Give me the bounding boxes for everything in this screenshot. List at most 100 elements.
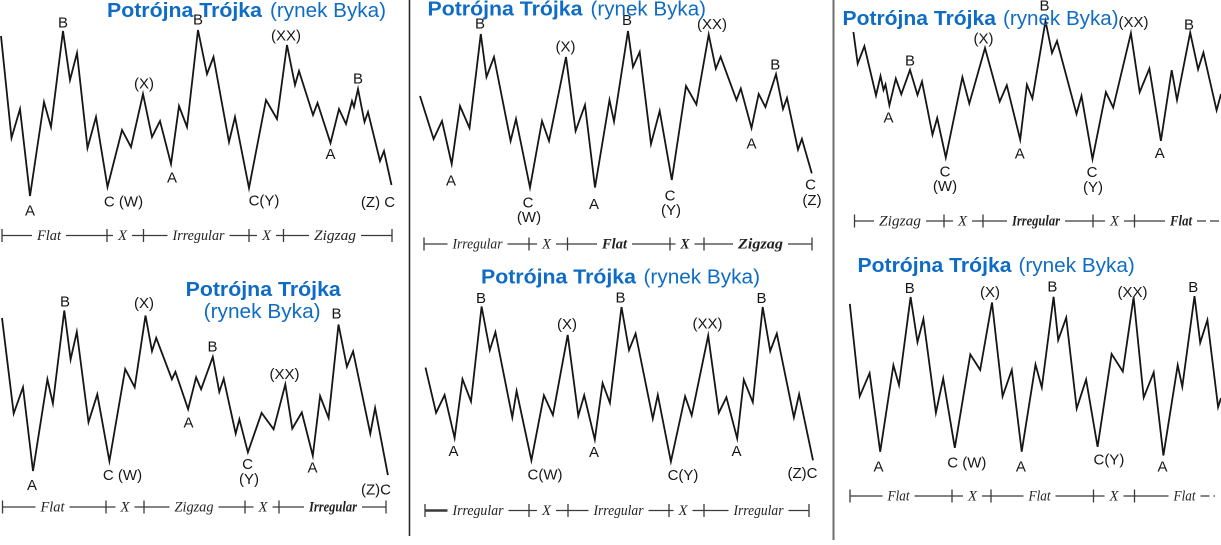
svg-text:C(Y): C(Y) — [1093, 451, 1124, 468]
svg-text:A: A — [883, 109, 893, 126]
svg-text:Potrójna Trójka: Potrójna Trójka — [843, 8, 997, 30]
svg-text:(XX): (XX) — [697, 16, 727, 33]
svg-text:X: X — [1109, 214, 1120, 230]
svg-text:(rynek Byka): (rynek Byka) — [591, 0, 707, 21]
svg-text:B: B — [615, 289, 625, 306]
svg-text:B: B — [193, 11, 203, 28]
svg-text:B: B — [770, 56, 780, 73]
svg-text:Flat: Flat — [1173, 489, 1197, 505]
svg-text:A: A — [183, 414, 193, 431]
svg-text:Potrójna Trójka: Potrójna Trójka — [186, 279, 342, 301]
svg-text:X: X — [261, 228, 272, 244]
svg-text:Irregular: Irregular — [308, 500, 357, 516]
svg-text:(rynek Byka): (rynek Byka) — [1003, 8, 1119, 30]
svg-text:(rynek Byka): (rynek Byka) — [1019, 255, 1135, 277]
svg-text:A: A — [167, 169, 177, 186]
svg-text:(Z)C: (Z)C — [361, 481, 391, 498]
svg-text:A: A — [25, 202, 35, 219]
svg-text:A: A — [446, 172, 456, 189]
svg-text:X: X — [957, 214, 968, 230]
svg-text:(X): (X) — [974, 30, 994, 47]
svg-text:B: B — [1047, 278, 1057, 295]
svg-text:(Z)C: (Z)C — [788, 465, 818, 482]
svg-text:B: B — [476, 290, 486, 307]
svg-text:(XX): (XX) — [271, 27, 301, 44]
svg-text:Flat: Flat — [1169, 214, 1193, 230]
svg-text:C: C — [940, 163, 951, 180]
svg-text:C (W): C (W) — [103, 467, 142, 484]
svg-text:C: C — [665, 187, 676, 204]
svg-text:X: X — [120, 500, 131, 516]
svg-text:Flat: Flat — [887, 489, 911, 505]
svg-text:(X): (X) — [134, 75, 154, 92]
svg-text:(Y): (Y) — [661, 202, 681, 219]
svg-text:Flat: Flat — [40, 500, 66, 516]
svg-text:(XX): (XX) — [693, 315, 723, 332]
svg-text:B: B — [756, 290, 766, 307]
svg-text:X: X — [680, 237, 691, 253]
svg-text:Potrójna Trójka: Potrójna Trójka — [107, 0, 263, 22]
svg-text:Potrójna Trójka: Potrójna Trójka — [858, 255, 1013, 277]
svg-text:Irregular: Irregular — [733, 503, 784, 519]
svg-text:A: A — [1015, 145, 1025, 162]
svg-text:(X): (X) — [980, 284, 1000, 301]
svg-text:Flat: Flat — [601, 237, 628, 253]
svg-text:A: A — [325, 146, 335, 163]
svg-text:A: A — [731, 443, 741, 460]
svg-text:B: B — [60, 293, 70, 310]
svg-text:(Y): (Y) — [239, 471, 259, 488]
svg-text:B: B — [475, 15, 485, 32]
svg-text:(XX): (XX) — [270, 366, 300, 383]
svg-text:A: A — [873, 458, 883, 475]
svg-text:A: A — [27, 477, 37, 494]
svg-text:C (W): C (W) — [947, 454, 986, 471]
svg-text:(rynek Byka): (rynek Byka) — [204, 301, 321, 323]
svg-text:B: B — [207, 338, 217, 355]
svg-text:B: B — [1184, 16, 1194, 33]
svg-text:B: B — [331, 305, 341, 322]
svg-text:Flat: Flat — [1028, 489, 1052, 505]
svg-text:C: C — [242, 456, 253, 473]
svg-text:B: B — [1039, 0, 1049, 14]
svg-text:X: X — [258, 500, 269, 516]
svg-text:Flat: Flat — [36, 228, 62, 244]
svg-text:Irregular: Irregular — [1011, 214, 1060, 230]
svg-text:B: B — [353, 70, 363, 87]
svg-text:Zigzag: Zigzag — [314, 228, 357, 244]
svg-text:A: A — [307, 459, 317, 476]
svg-text:(Z) C: (Z) C — [361, 194, 395, 211]
svg-text:(W): (W) — [933, 178, 957, 195]
svg-text:X: X — [1109, 489, 1120, 505]
svg-text:Irregular: Irregular — [172, 228, 225, 244]
svg-text:(Z): (Z) — [802, 192, 821, 209]
svg-text:(Y): (Y) — [1083, 179, 1103, 196]
svg-text:C: C — [523, 194, 534, 211]
svg-text:(X): (X) — [557, 316, 577, 333]
svg-text:A: A — [1016, 458, 1026, 475]
svg-text:Irregular: Irregular — [593, 503, 644, 519]
svg-text:B: B — [905, 52, 915, 69]
svg-text:X: X — [678, 503, 689, 519]
svg-text:A: A — [1155, 145, 1165, 162]
svg-text:(X): (X) — [556, 38, 576, 55]
svg-text:(W): (W) — [517, 209, 541, 226]
svg-text:A: A — [589, 196, 599, 213]
svg-text:B: B — [1188, 279, 1198, 296]
svg-text:C(Y): C(Y) — [668, 467, 699, 484]
svg-text:C(W): C(W) — [528, 466, 563, 483]
svg-text:Zigzag: Zigzag — [879, 214, 922, 230]
svg-text:C(Y): C(Y) — [249, 192, 280, 209]
svg-text:(rynek Byka): (rynek Byka) — [644, 267, 761, 289]
svg-text:X: X — [117, 228, 128, 244]
svg-text:Zigzag: Zigzag — [737, 237, 784, 253]
svg-text:A: A — [1157, 458, 1167, 475]
svg-text:C: C — [1087, 164, 1098, 181]
svg-text:X: X — [967, 489, 978, 505]
svg-text:B: B — [622, 12, 632, 29]
svg-text:A: A — [448, 443, 458, 460]
svg-text:(XX): (XX) — [1118, 284, 1148, 301]
svg-text:Potrójna Trójka: Potrójna Trójka — [428, 0, 584, 21]
svg-text:A: A — [589, 444, 599, 461]
svg-text:X: X — [541, 503, 552, 519]
svg-text:B: B — [905, 280, 915, 297]
